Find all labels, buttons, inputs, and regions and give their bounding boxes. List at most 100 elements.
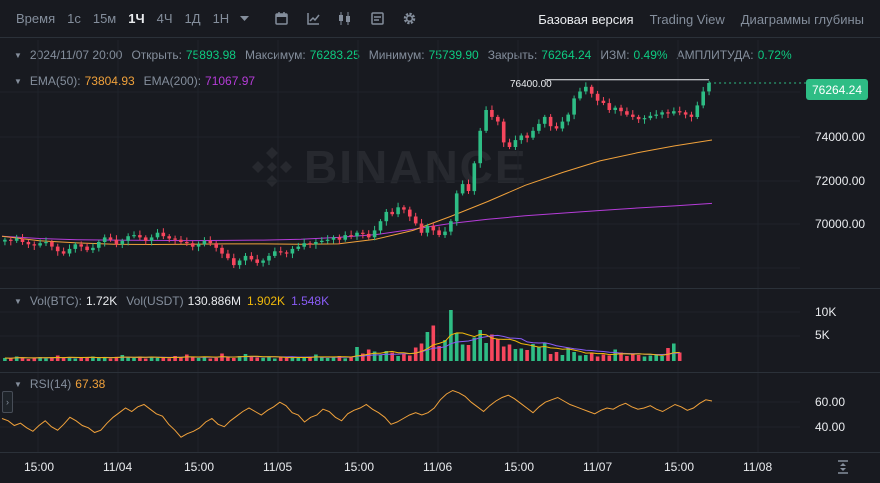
candle-body [120, 240, 125, 245]
volume-bar [320, 357, 324, 361]
collapse-caret-icon[interactable]: ▼ [14, 50, 22, 60]
volume-bar [554, 352, 559, 361]
change-value: 0.49% [633, 48, 668, 62]
volume-bar [601, 354, 606, 361]
volume-bar [114, 356, 119, 362]
candle-body [607, 103, 612, 110]
volume-bar [143, 358, 148, 361]
candle-body [460, 184, 465, 194]
high-value: 76283.25 [309, 48, 360, 62]
candle-body [132, 235, 136, 237]
price-axis-label: 70000.00 [815, 217, 866, 231]
volume-bar [619, 352, 623, 361]
candle-body [419, 223, 424, 233]
chart-settings-icon[interactable] [370, 12, 384, 26]
collapse-caret-icon[interactable]: ▼ [14, 76, 22, 86]
candle-body [584, 86, 588, 92]
indicators-icon[interactable] [306, 12, 320, 26]
volume-info: ▼ Vol(BTC): 1.72K Vol(USDT) 130.886M 1.9… [0, 292, 338, 310]
candle-body [149, 237, 154, 241]
candle-body [525, 135, 529, 138]
volume-bar [20, 357, 25, 361]
collapse-caret-icon[interactable]: ▼ [14, 379, 22, 389]
candle-body [531, 130, 535, 138]
candle-body [61, 251, 66, 254]
volume-axis-label: 10K [815, 305, 837, 319]
candle-body [91, 247, 95, 251]
collapse-caret-icon[interactable]: ▼ [14, 296, 22, 306]
volume-bar [249, 357, 254, 361]
volume-bar [607, 355, 612, 361]
ohlc-info: ▼ 2024/11/07 20:00 Открыть: 75893.98 Мак… [0, 46, 801, 64]
view-tradingview[interactable]: Trading View [649, 11, 725, 27]
volume-bar [50, 357, 54, 361]
candle-body [566, 114, 570, 122]
volume-bar [185, 354, 189, 361]
fit-axis-icon[interactable] [836, 460, 850, 474]
volume-bar [572, 352, 576, 361]
volume-bar [44, 358, 48, 362]
volume-bar [9, 358, 13, 361]
candle-body [537, 123, 541, 131]
candle-body [208, 240, 213, 244]
timeframe-1w[interactable]: 1Н [212, 11, 230, 26]
candle-body [361, 232, 365, 234]
calendar-icon[interactable] [274, 12, 288, 26]
volume-bar [97, 358, 101, 361]
candle-body [466, 184, 471, 191]
rsi-value: 67.38 [75, 377, 106, 391]
timeframe-1h[interactable]: 1Ч [128, 11, 145, 26]
candle-body [161, 232, 166, 237]
candle-type-icon[interactable] [338, 12, 352, 26]
candle-body [185, 242, 189, 244]
gear-icon[interactable] [402, 12, 416, 26]
volume-bar [548, 354, 553, 361]
candle-body [548, 116, 553, 127]
volume-bar [226, 357, 230, 361]
candle-body [255, 259, 259, 263]
volume-bar [190, 357, 195, 361]
candle-body [325, 239, 330, 241]
view-basic[interactable]: Базовая версия [538, 11, 634, 27]
candle-body [437, 230, 441, 235]
timeframe-1s[interactable]: 1с [67, 11, 81, 26]
timeframe-1d[interactable]: 1Д [184, 11, 201, 26]
volume-bar [490, 334, 494, 361]
volume-bar [173, 356, 177, 361]
candle-body [677, 111, 682, 113]
volume-bar [413, 347, 418, 361]
candle-body [507, 142, 512, 147]
candle-body [243, 255, 248, 261]
vol-usdt-label: Vol(USDT) [126, 294, 184, 308]
volume-bar [325, 358, 330, 361]
volume-bar [108, 358, 113, 361]
candle-body [102, 237, 107, 242]
volume-bar [654, 354, 658, 361]
candle-body [636, 116, 641, 120]
volume-bar [91, 356, 95, 361]
volume-bar [179, 357, 183, 361]
pane-divider[interactable] [0, 372, 880, 373]
time-axis-label: 11/07 [583, 460, 613, 474]
candle-body [648, 115, 653, 119]
volume-bar [85, 357, 89, 362]
vol-btc-value: 1.72K [85, 294, 118, 308]
volume-bar [642, 356, 647, 361]
volume-axis-label: 5K [815, 328, 830, 342]
volume-bar [595, 356, 600, 361]
view-depth-chart[interactable]: Диаграммы глубины [740, 11, 864, 27]
timeframe-15m[interactable]: 15м [92, 11, 117, 26]
candle-body [108, 237, 113, 240]
timeframe-dropdown-icon[interactable] [237, 12, 251, 26]
volume-bar [636, 355, 641, 361]
candle-body [695, 105, 700, 117]
volume-bar [196, 358, 201, 361]
pane-divider[interactable] [0, 288, 880, 289]
volume-bar [14, 356, 19, 361]
side-panel-toggle[interactable]: › [2, 391, 13, 413]
timeframe-4h[interactable]: 4Ч [156, 11, 173, 26]
volume-bar [437, 346, 441, 361]
amplitude-value: 0.72% [757, 48, 792, 62]
volume-bar [355, 347, 359, 361]
